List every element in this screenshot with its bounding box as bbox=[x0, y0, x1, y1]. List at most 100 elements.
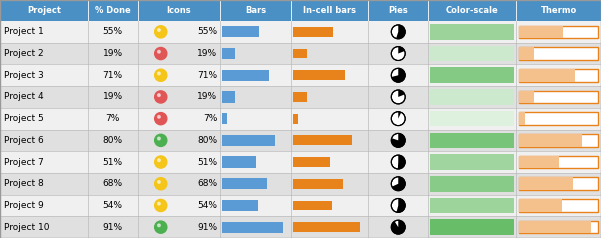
Text: 19%: 19% bbox=[103, 92, 123, 101]
Wedge shape bbox=[392, 177, 405, 191]
Bar bbox=[430, 176, 514, 192]
Bar bbox=[293, 201, 332, 210]
Circle shape bbox=[391, 155, 405, 169]
Bar bbox=[222, 222, 282, 233]
Text: Project 5: Project 5 bbox=[4, 114, 44, 123]
Text: 91%: 91% bbox=[103, 223, 123, 232]
Circle shape bbox=[154, 156, 167, 168]
Circle shape bbox=[157, 115, 160, 118]
Bar bbox=[519, 69, 575, 82]
Circle shape bbox=[391, 68, 405, 82]
Bar bbox=[430, 133, 514, 148]
Bar bbox=[293, 222, 359, 232]
Text: 91%: 91% bbox=[197, 223, 218, 232]
Bar bbox=[0, 216, 601, 238]
Circle shape bbox=[391, 112, 405, 126]
Bar bbox=[222, 135, 275, 146]
Wedge shape bbox=[397, 198, 405, 212]
Bar bbox=[519, 156, 560, 168]
Text: Project 6: Project 6 bbox=[4, 136, 44, 145]
Text: In-cell bars: In-cell bars bbox=[303, 6, 356, 15]
Wedge shape bbox=[391, 220, 405, 234]
Bar bbox=[519, 221, 591, 233]
Bar bbox=[0, 0, 601, 21]
Text: Project 3: Project 3 bbox=[4, 71, 44, 80]
Bar bbox=[222, 156, 256, 168]
Text: Project 9: Project 9 bbox=[4, 201, 44, 210]
Bar bbox=[222, 178, 267, 189]
Bar bbox=[293, 49, 307, 59]
Text: 7%: 7% bbox=[106, 114, 120, 123]
Bar bbox=[430, 219, 514, 235]
Text: 71%: 71% bbox=[197, 71, 218, 80]
Circle shape bbox=[157, 137, 160, 140]
Text: Project 10: Project 10 bbox=[4, 223, 49, 232]
Circle shape bbox=[154, 91, 167, 103]
Wedge shape bbox=[398, 112, 401, 119]
Bar bbox=[519, 47, 598, 60]
Circle shape bbox=[154, 26, 167, 38]
Text: 19%: 19% bbox=[197, 49, 218, 58]
Text: 68%: 68% bbox=[103, 179, 123, 188]
Text: Pies: Pies bbox=[388, 6, 408, 15]
Bar bbox=[293, 135, 352, 145]
Bar bbox=[0, 151, 601, 173]
Bar bbox=[519, 178, 598, 190]
Bar bbox=[222, 48, 235, 59]
Text: 7%: 7% bbox=[203, 114, 218, 123]
Circle shape bbox=[391, 47, 405, 60]
Circle shape bbox=[154, 178, 167, 190]
Bar bbox=[430, 154, 514, 170]
Bar bbox=[430, 198, 514, 213]
Text: 19%: 19% bbox=[103, 49, 123, 58]
Bar bbox=[430, 46, 514, 61]
Text: 55%: 55% bbox=[197, 27, 218, 36]
Bar bbox=[0, 129, 601, 151]
Wedge shape bbox=[398, 47, 404, 54]
Text: 54%: 54% bbox=[103, 201, 123, 210]
Bar bbox=[293, 27, 333, 37]
Bar bbox=[519, 178, 573, 190]
Bar bbox=[293, 179, 343, 189]
Circle shape bbox=[157, 50, 160, 53]
Bar bbox=[519, 25, 563, 38]
Bar bbox=[222, 200, 258, 211]
Bar bbox=[519, 156, 598, 168]
Bar bbox=[0, 108, 601, 129]
Bar bbox=[430, 89, 514, 105]
Wedge shape bbox=[398, 155, 405, 169]
Text: Thermo: Thermo bbox=[540, 6, 577, 15]
Bar bbox=[519, 221, 598, 233]
Circle shape bbox=[157, 181, 160, 183]
Bar bbox=[430, 67, 514, 83]
Bar bbox=[0, 173, 601, 195]
Text: Project 4: Project 4 bbox=[4, 92, 44, 101]
Bar bbox=[519, 69, 598, 82]
Circle shape bbox=[157, 29, 160, 31]
Bar bbox=[519, 199, 562, 212]
Text: % Done: % Done bbox=[95, 6, 130, 15]
Text: Color-scale: Color-scale bbox=[446, 6, 499, 15]
Text: Project 1: Project 1 bbox=[4, 27, 44, 36]
Bar bbox=[222, 69, 269, 81]
Bar bbox=[519, 199, 598, 212]
Circle shape bbox=[157, 224, 160, 227]
Text: 80%: 80% bbox=[197, 136, 218, 145]
Circle shape bbox=[157, 159, 160, 162]
Text: 55%: 55% bbox=[103, 27, 123, 36]
Circle shape bbox=[157, 202, 160, 205]
Text: Icons: Icons bbox=[166, 6, 191, 15]
Wedge shape bbox=[396, 25, 405, 39]
Text: Project: Project bbox=[27, 6, 61, 15]
Text: Bars: Bars bbox=[245, 6, 266, 15]
Bar bbox=[293, 70, 345, 80]
Circle shape bbox=[154, 199, 167, 212]
Text: 19%: 19% bbox=[197, 92, 218, 101]
Bar bbox=[0, 195, 601, 216]
Bar bbox=[430, 24, 514, 40]
Bar bbox=[519, 112, 598, 125]
Text: 51%: 51% bbox=[197, 158, 218, 167]
Wedge shape bbox=[398, 90, 404, 97]
Text: 80%: 80% bbox=[103, 136, 123, 145]
Bar bbox=[222, 113, 227, 124]
